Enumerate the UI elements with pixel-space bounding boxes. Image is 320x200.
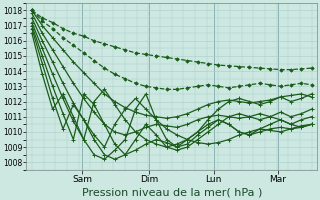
X-axis label: Pression niveau de la mer( hPa ): Pression niveau de la mer( hPa ) [82, 187, 262, 197]
